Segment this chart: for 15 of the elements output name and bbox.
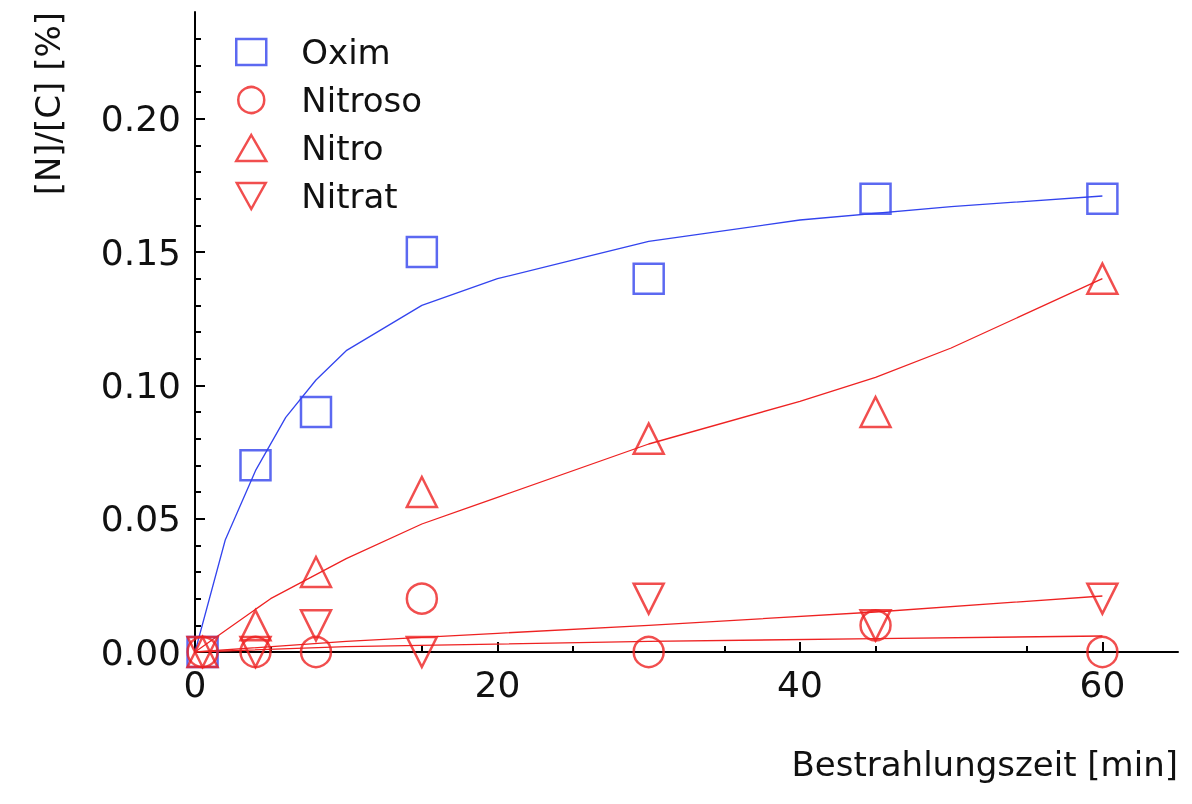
x-tick-label: 40 (777, 663, 823, 705)
legend-label: Nitrat (301, 176, 398, 216)
y-tick-label: 0.05 (100, 498, 181, 540)
y-tick-label: 0.10 (100, 364, 181, 406)
x-tick-label: 60 (1079, 663, 1126, 705)
legend-label: Oxim (301, 32, 391, 72)
y-tick-label: 0.15 (100, 231, 181, 273)
y-tick-label: 0.20 (100, 98, 181, 140)
legend-label: Nitroso (301, 80, 423, 120)
y-tick-label: 0.00 (100, 631, 181, 673)
legend-label: Nitro (301, 128, 384, 168)
x-axis-title: Bestrahlungszeit [min] (791, 744, 1178, 784)
y-axis-title: [N]/[C] [%] (28, 12, 68, 196)
x-tick-label: 20 (474, 663, 521, 705)
x-tick-label: 0 (183, 663, 207, 705)
